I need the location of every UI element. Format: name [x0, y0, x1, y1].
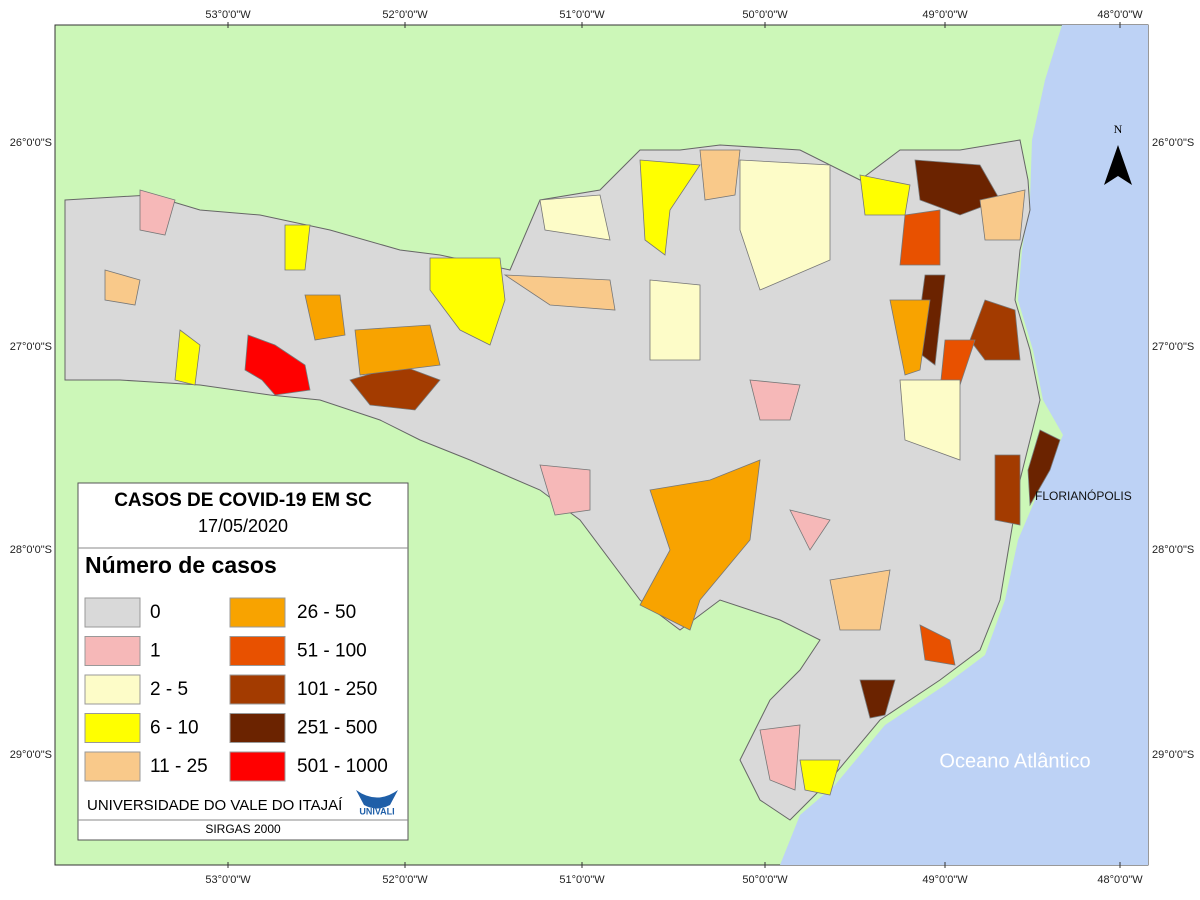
longitude-label: 50°0'0"W	[742, 9, 788, 21]
municipalities	[104, 149, 1061, 796]
legend-swatch	[229, 751, 286, 782]
legend-label: 1	[150, 641, 161, 662]
city-label: FLORIANÓPOLIS	[1035, 488, 1132, 503]
legend-swatch	[84, 674, 141, 705]
longitude-label: 51°0'0"W	[559, 9, 605, 21]
municipality	[919, 624, 956, 666]
municipality	[759, 724, 801, 791]
legend-label: 6 - 10	[150, 718, 199, 739]
longitude-label: 53°0'0"W	[205, 9, 251, 21]
municipality	[969, 299, 1021, 361]
municipality	[899, 379, 961, 461]
municipality	[639, 159, 701, 256]
legend-label: 501 - 1000	[297, 756, 388, 777]
municipality	[994, 454, 1021, 526]
municipality	[979, 189, 1026, 241]
credit: UNIVERSIDADE DO VALE DO ITAJAÍ	[87, 797, 343, 814]
legend-label: 0	[150, 602, 161, 623]
latitude-label: 29°0'0"S	[10, 749, 52, 761]
latitude-label: 29°0'0"S	[1152, 749, 1194, 761]
longitude-label: 52°0'0"W	[382, 874, 428, 886]
longitude-label: 48°0'0"W	[1097, 9, 1143, 21]
legend-main-title: CASOS DE COVID-19 EM SC	[114, 490, 372, 511]
legend-title: Número de casos	[85, 552, 277, 578]
legend-label: 51 - 100	[297, 641, 367, 662]
municipality	[829, 569, 891, 631]
municipality	[859, 174, 911, 216]
longitude-label: 48°0'0"W	[1097, 874, 1143, 886]
municipality	[899, 209, 941, 266]
legend-label: 101 - 250	[297, 679, 377, 700]
datum: SIRGAS 2000	[205, 822, 281, 836]
municipality	[244, 334, 311, 396]
legend-swatch	[229, 597, 286, 628]
municipality	[174, 329, 201, 386]
municipality	[539, 464, 591, 516]
legend-swatch	[229, 713, 286, 743]
municipality	[799, 759, 841, 796]
longitude-label: 50°0'0"W	[742, 874, 788, 886]
legend-label: 26 - 50	[297, 602, 356, 623]
latitude-label: 28°0'0"S	[1152, 544, 1194, 556]
north-label: N	[1114, 122, 1123, 136]
municipality	[539, 194, 611, 241]
legend-swatch	[229, 636, 286, 666]
north-arrow	[1104, 145, 1132, 185]
logo-mark	[356, 790, 398, 809]
longitude-label: 49°0'0"W	[922, 9, 968, 21]
municipality	[649, 279, 701, 361]
legend: CASOS DE COVID-19 EM SC 17/05/2020 Númer…	[77, 482, 409, 841]
latitude-label: 27°0'0"S	[10, 341, 52, 353]
municipality	[139, 189, 176, 236]
latitude-label: 27°0'0"S	[1152, 341, 1194, 353]
municipality	[789, 509, 831, 551]
legend-label: 2 - 5	[150, 679, 188, 700]
municipality	[699, 149, 741, 201]
ocean	[780, 25, 1148, 865]
legend-swatch	[84, 713, 141, 743]
municipality	[1027, 429, 1061, 507]
logo-text: UNIVALI	[359, 806, 394, 816]
latitude-label: 28°0'0"S	[10, 544, 52, 556]
municipality	[104, 269, 141, 306]
legend-swatch	[84, 636, 141, 666]
municipality	[859, 679, 896, 719]
ocean-label: Oceano Atlântico	[939, 750, 1090, 772]
legend-label: 11 - 25	[150, 756, 208, 777]
longitude-label: 52°0'0"W	[382, 9, 428, 21]
longitude-label: 49°0'0"W	[922, 874, 968, 886]
municipality	[889, 299, 931, 376]
latitude-label: 26°0'0"S	[1152, 137, 1194, 149]
legend-swatch	[84, 597, 141, 628]
municipality	[429, 257, 506, 346]
municipality	[914, 159, 1001, 216]
legend-swatch	[229, 674, 286, 705]
latitude-label: 26°0'0"S	[10, 137, 52, 149]
municipality	[639, 459, 761, 631]
legend-label: 251 - 500	[297, 718, 377, 739]
municipality	[354, 324, 441, 376]
municipality	[749, 379, 801, 421]
longitude-label: 53°0'0"W	[205, 874, 251, 886]
longitude-label: 51°0'0"W	[559, 874, 605, 886]
municipality	[304, 294, 346, 341]
legend-swatch	[84, 751, 141, 782]
municipality	[503, 274, 616, 311]
municipality	[739, 159, 831, 291]
municipality	[284, 224, 311, 271]
legend-date: 17/05/2020	[198, 516, 288, 536]
